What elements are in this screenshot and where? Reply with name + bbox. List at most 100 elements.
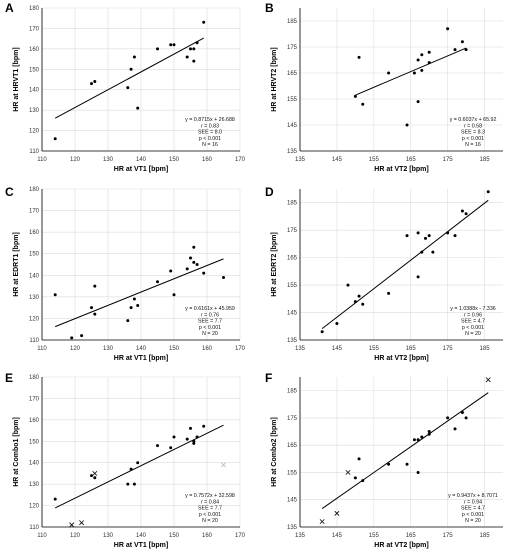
data-point	[189, 256, 192, 260]
data-point	[192, 47, 196, 51]
data-point	[172, 293, 176, 297]
x-tick-label: 120	[70, 533, 81, 539]
data-point	[387, 462, 391, 466]
stats-annotation: N = 16	[465, 142, 481, 148]
data-point	[172, 435, 176, 439]
regression-line	[321, 392, 489, 509]
x-tick-label: 130	[103, 346, 114, 352]
data-point	[136, 303, 140, 307]
stats-annotation: p < 0.001	[462, 325, 484, 331]
data-point	[431, 250, 435, 254]
data-point	[387, 71, 391, 75]
y-tick-label: 150	[29, 67, 40, 73]
panel-letter: F	[265, 371, 272, 385]
x-tick-label: 145	[332, 533, 343, 539]
x-tick-label: 155	[369, 533, 380, 539]
stats-annotation: N = 16	[202, 142, 218, 148]
x-tick-label: 135	[295, 533, 306, 539]
y-axis-label: HR at EDRT2 [bpm]	[271, 232, 278, 297]
y-tick-label: 160	[29, 47, 40, 53]
data-point	[90, 306, 93, 310]
x-tick-label: 145	[332, 157, 343, 163]
x-tick-label: 175	[443, 346, 454, 352]
data-point	[129, 467, 133, 471]
panel-a: 110 120 130 140 150 160 170 110 120 130 140 150 160 1…	[5, 1, 246, 173]
data-point	[446, 416, 450, 420]
data-point	[357, 457, 361, 461]
panel-letter: A	[5, 1, 14, 15]
y-tick-label: 155	[287, 97, 298, 103]
y-tick-label: 120	[29, 129, 40, 135]
data-point	[427, 432, 431, 436]
x-axis-label: HR at VT1 [bpm]	[114, 166, 168, 173]
stats-annotation: r = 0.83	[201, 123, 219, 129]
data-point	[90, 82, 93, 86]
data-point	[427, 61, 431, 65]
data-point	[93, 476, 97, 480]
regression-line	[55, 258, 224, 328]
y-tick-label: 160	[29, 418, 40, 424]
data-point	[416, 438, 420, 442]
x-axis-label: HR at VT2 [bpm]	[374, 542, 428, 549]
x-tick-label: 160	[202, 157, 213, 163]
x-tick-label: 140	[136, 533, 147, 539]
stats-annotation: SEE = 8.3	[461, 130, 485, 136]
data-point	[423, 236, 427, 240]
data-point	[126, 86, 130, 90]
x-tick-label: 175	[443, 533, 454, 539]
regression-line	[321, 199, 489, 330]
data-point	[405, 234, 409, 238]
data-point	[132, 297, 136, 301]
data-point	[427, 234, 431, 238]
x-tick-label: 170	[235, 533, 246, 539]
stats-annotation: p < 0.001	[199, 512, 221, 518]
grey-cross-point	[221, 462, 226, 468]
y-tick-label: 145	[287, 498, 298, 504]
stats-annotation: y = 0.8715x + 26.688	[185, 117, 235, 123]
data-point	[416, 58, 420, 62]
stats-annotation: y = 0.9437x + 8.7071	[448, 493, 498, 499]
data-point	[202, 424, 206, 428]
stats-annotation: y = 0.6037x + 65.92	[450, 117, 497, 123]
x-tick-label: 175	[443, 157, 454, 163]
stats-annotation: SEE = 4.7	[461, 319, 485, 325]
data-point	[427, 430, 431, 434]
data-point	[420, 250, 424, 254]
data-point	[361, 102, 365, 106]
y-tick-label: 135	[287, 525, 298, 531]
data-point	[446, 231, 450, 235]
data-point	[416, 275, 420, 279]
data-point	[192, 260, 196, 264]
y-tick-label: 120	[29, 504, 40, 510]
x-tick-label: 185	[480, 157, 491, 163]
y-tick-label: 170	[29, 26, 40, 32]
stats-annotation: p < 0.001	[199, 325, 221, 331]
y-tick-label: 165	[287, 256, 298, 262]
data-point	[93, 284, 97, 288]
data-point	[357, 294, 361, 298]
x-tick-label: 130	[103, 533, 114, 539]
y-tick-label: 180	[29, 6, 40, 12]
stats-annotation: y = 0.7572x + 32.598	[185, 493, 235, 499]
data-point	[192, 439, 196, 443]
stats-annotation: r = 0.58	[464, 123, 482, 129]
panel-letter: E	[5, 371, 13, 385]
x-tick-label: 135	[295, 157, 306, 163]
data-point	[486, 190, 490, 194]
x-tick-label: 145	[332, 346, 343, 352]
y-tick-label: 170	[29, 396, 40, 402]
y-tick-label: 120	[29, 316, 40, 322]
cross-point	[79, 520, 85, 526]
y-axis-label: HR at Combo1 [bpm]	[13, 417, 20, 487]
data-point	[453, 234, 457, 238]
y-tick-label: 160	[29, 230, 40, 236]
x-tick-label: 165	[406, 157, 417, 163]
y-tick-label: 155	[287, 283, 298, 289]
data-point	[420, 68, 424, 72]
data-point	[136, 461, 140, 465]
stats-annotation: SEE = 7.7	[198, 319, 222, 325]
y-tick-label: 145	[287, 123, 298, 129]
data-point	[90, 474, 93, 478]
data-point	[357, 55, 361, 59]
